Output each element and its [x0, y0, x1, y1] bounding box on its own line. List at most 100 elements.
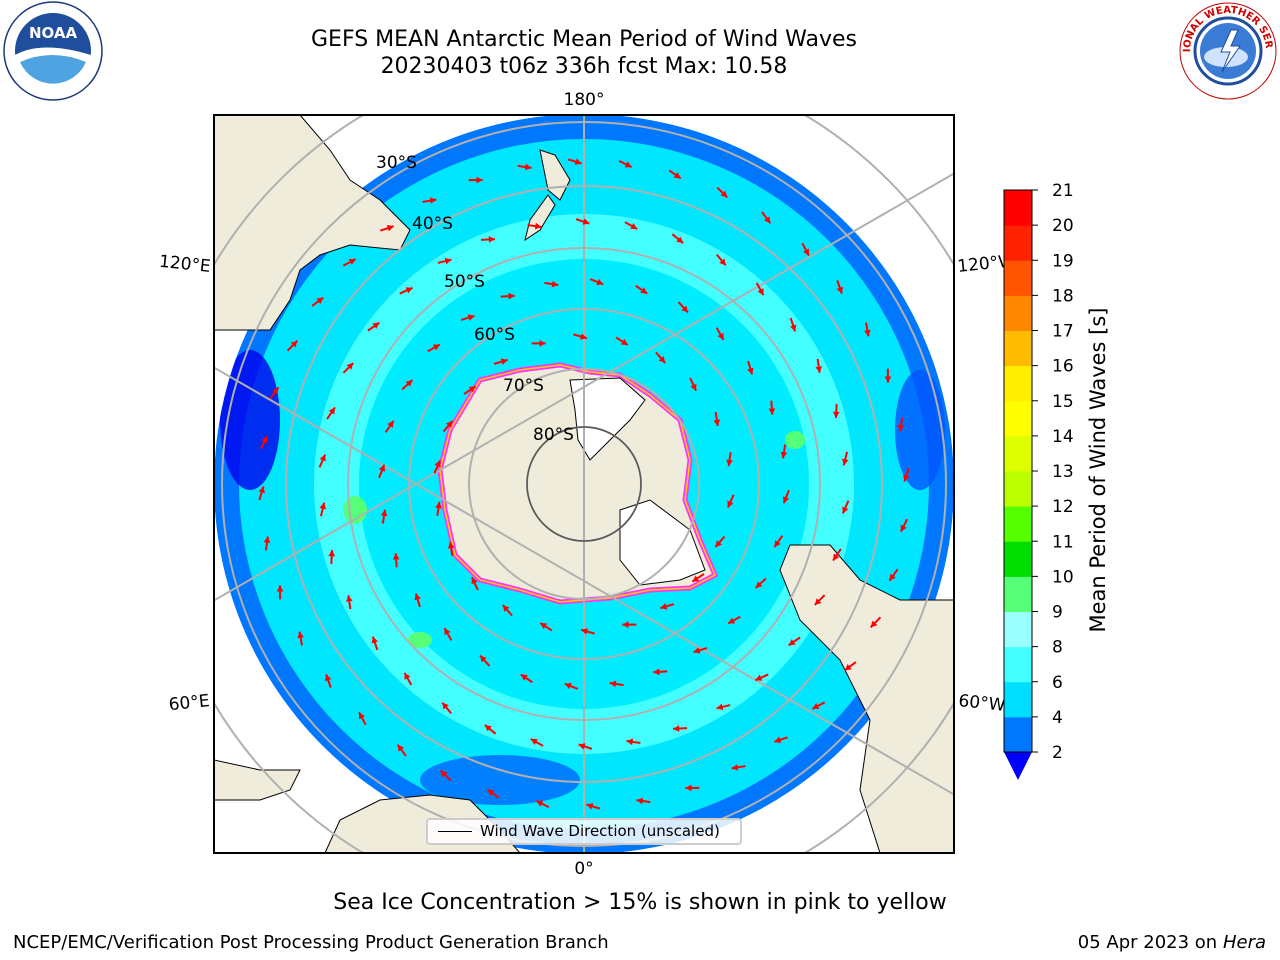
wind-arrow-head	[681, 305, 688, 313]
wind-arrow-head	[727, 500, 734, 508]
colorbar-tick-label: 6	[1052, 673, 1063, 693]
wind-arrow-head	[812, 703, 820, 709]
wind-arrow-head	[272, 387, 279, 395]
lat-label-30s: 30°S	[376, 153, 417, 173]
wind-arrow-head	[782, 496, 790, 504]
meridian-120e-60w	[214, 366, 954, 796]
footer-date: 05 Apr 2023 on Hera	[1078, 932, 1266, 953]
wind-arrow-head	[534, 222, 542, 230]
wind-arrow-head	[446, 420, 453, 428]
colorbar-segment	[1004, 330, 1032, 367]
footer-machine: Hera	[1222, 932, 1266, 953]
wind-arrow-head	[768, 408, 776, 415]
colorbar-segment	[1004, 400, 1032, 437]
wind-arrow-head	[844, 664, 852, 671]
lat-label-40s: 40°S	[412, 214, 453, 234]
wind-arrow-head	[715, 540, 722, 548]
wind-arrow-head	[757, 288, 764, 296]
wind-arrow-head	[530, 739, 538, 745]
colorbar-segment	[1004, 190, 1032, 226]
wind-arrow-head	[658, 356, 666, 363]
colorbar-segment	[1004, 225, 1032, 261]
colorbar-segment	[1004, 576, 1032, 612]
wind-arrow-head	[328, 550, 336, 557]
new-zealand-south	[524, 194, 556, 242]
wind-arrow-head	[319, 454, 326, 462]
wind-arrow-head	[263, 536, 271, 544]
wind-arrow-head	[429, 197, 437, 204]
colorbar-tick-label: 17	[1052, 322, 1074, 342]
wind-arrow-head	[440, 770, 448, 778]
wind-arrow-head	[319, 502, 327, 510]
sea-ice-edge-yellow	[439, 364, 716, 603]
colorbar-tick-label: 9	[1052, 603, 1063, 623]
wind-arrow-head	[660, 603, 668, 610]
wind-arrow-head	[447, 541, 455, 549]
colorbar-segment	[1004, 506, 1032, 542]
ocean-patch-4s-east	[895, 370, 945, 490]
colorbar-segment	[1004, 260, 1032, 296]
colorbar-segment	[1004, 646, 1032, 683]
wind-arrow-head	[903, 474, 910, 482]
wind-arrow-head	[720, 190, 728, 198]
wind-arrow-head	[731, 764, 739, 771]
wind-arrow-head	[328, 407, 335, 415]
wind-arrow-head	[774, 736, 782, 744]
wind-arrow-head	[586, 803, 594, 810]
ross-ice-shelf	[569, 377, 646, 461]
wind-arrow-head	[884, 376, 892, 383]
lat-label-80s: 80°S	[533, 425, 574, 445]
wind-arrow-head	[626, 738, 634, 746]
wind-arrow-head	[487, 789, 495, 796]
wind-arrow-head	[719, 258, 726, 266]
wind-arrow-head	[726, 459, 733, 467]
wind-arrow-head	[574, 158, 582, 165]
colorbar-under-triangle	[1004, 752, 1032, 780]
wind-arrow-head	[404, 672, 411, 680]
nws-logo: NATIONAL WEATHER SERVICE	[1176, 0, 1277, 100]
pole-circle	[526, 426, 642, 542]
wind-arrow-head	[316, 297, 324, 304]
wind-arrow-head	[832, 411, 840, 418]
wind-arrow-head	[728, 617, 736, 624]
colorbar-tick-label: 20	[1052, 216, 1074, 236]
chart-subtitle: 20230403 t06z 336h fcst Max: 10.58	[380, 54, 788, 79]
wind-arrow-head	[622, 621, 629, 628]
wind-arrow-head	[636, 797, 644, 805]
wind-arrow-head	[380, 509, 388, 517]
wind-arrow-head	[653, 668, 660, 676]
colorbar-tick-label: 15	[1052, 392, 1074, 412]
wind-arrow-head	[551, 280, 559, 288]
wind-arrow-head	[484, 724, 492, 732]
wind-arrow-head	[788, 639, 796, 646]
wind-arrow-head	[581, 628, 588, 635]
wind-arrow-head	[502, 605, 510, 612]
green-patch-2	[408, 632, 432, 648]
wind-arrow-head	[624, 161, 632, 168]
wind-arrow-head	[372, 322, 380, 329]
colorbar-tick-label: 4	[1052, 708, 1063, 728]
colorbar-tick-label: 10	[1052, 567, 1074, 587]
wind-arrow-head	[348, 259, 356, 265]
wind-arrow-head	[803, 248, 809, 256]
wind-arrow-head	[346, 363, 354, 370]
colorbar-tick-label: 12	[1052, 497, 1074, 517]
wind-arrow-head	[539, 340, 546, 347]
wind-arrow-head	[488, 236, 495, 243]
legend-label: Wind Wave Direction (unscaled)	[480, 822, 720, 840]
colorbar-segment	[1004, 295, 1032, 331]
wind-arrow-head	[405, 380, 413, 387]
colorbar-tick-label: 13	[1052, 462, 1074, 482]
wind-arrow-head	[841, 458, 849, 466]
wind-arrow-head	[673, 725, 680, 732]
wind-arrow-head	[297, 631, 304, 639]
colorbar-segment	[1004, 435, 1032, 472]
australia	[214, 115, 411, 331]
wind-arrow-head	[833, 553, 840, 561]
wind-arrow-head	[564, 682, 572, 690]
wind-arrow-head	[685, 784, 692, 792]
lon-label-180: 180°	[564, 90, 605, 110]
weddell-ice-shelf	[619, 499, 706, 586]
green-patch-3	[785, 431, 805, 449]
